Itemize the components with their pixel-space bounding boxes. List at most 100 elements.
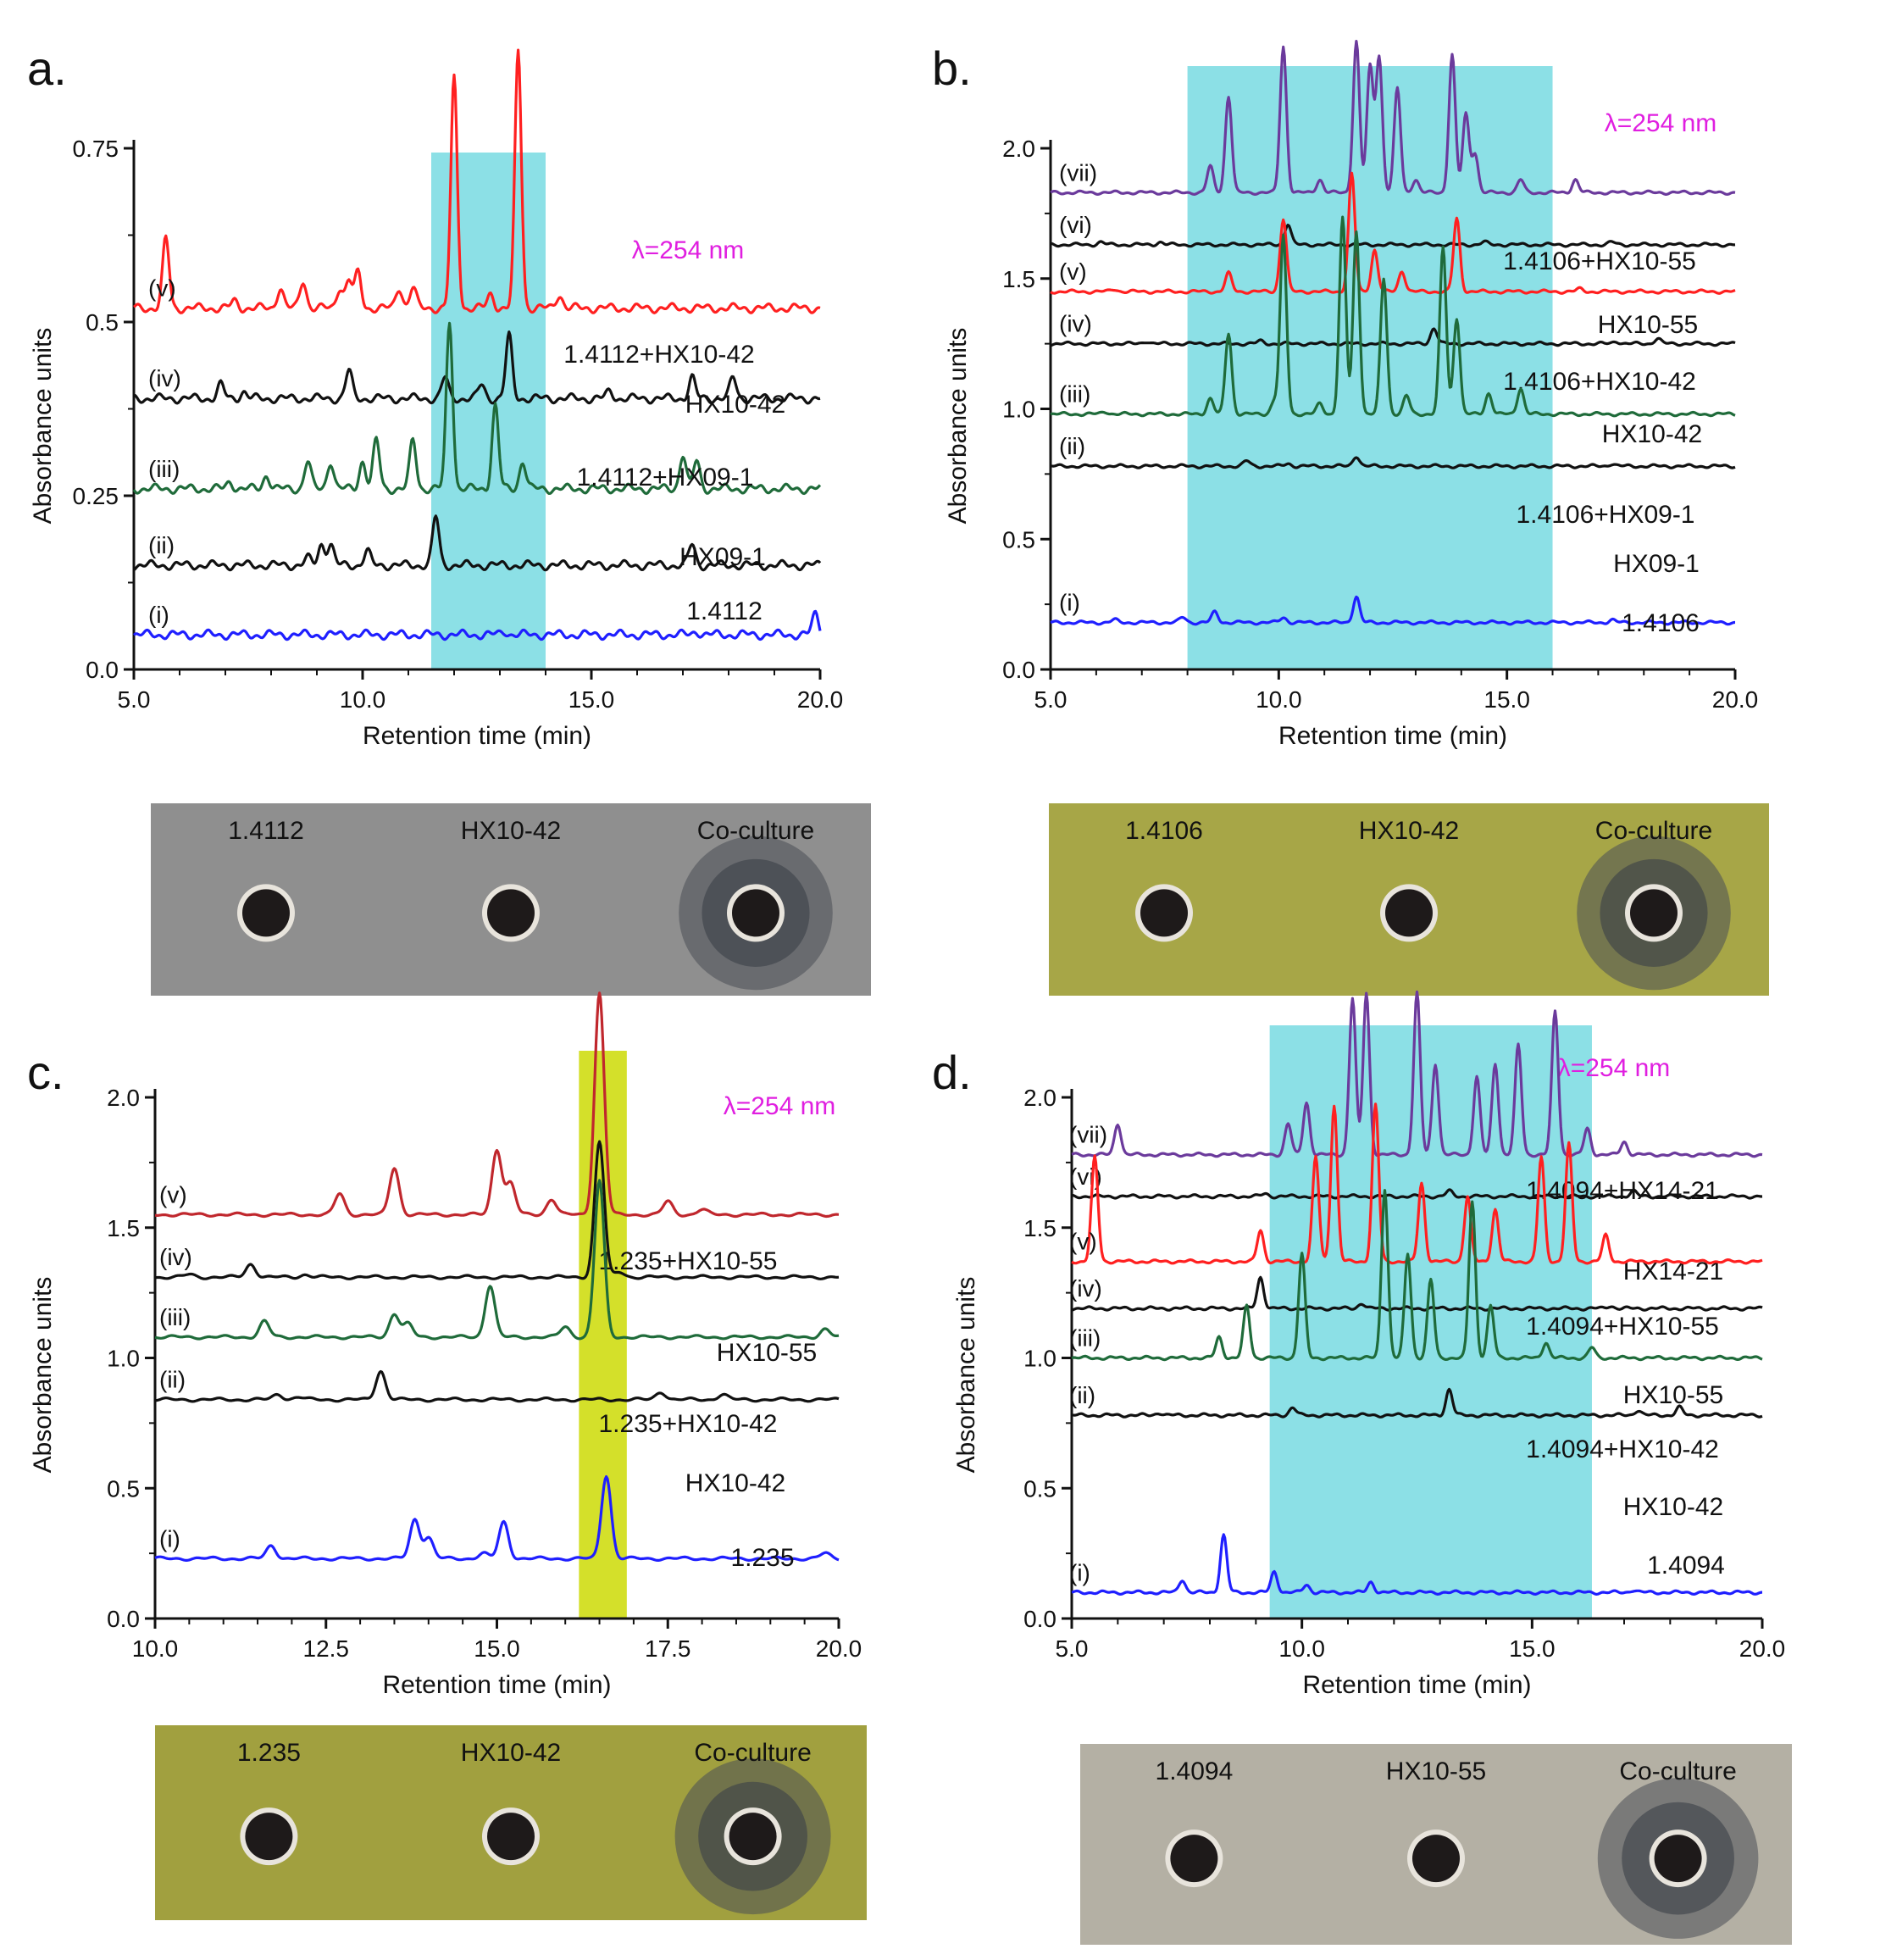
chart-panel-0: 0.0 0.25 0.5 0.75 5.0 10.0 15.0 20.0 Retention t… (27, 42, 843, 750)
x-tick-label: 20.0 (797, 686, 844, 713)
x-tick-label: 15.0 (474, 1635, 520, 1662)
well-hole (245, 1813, 293, 1861)
trace-line (1071, 1189, 1763, 1362)
trace-line (154, 1140, 840, 1280)
x-tick-label: 10.0 (132, 1635, 179, 1662)
trace-roman-numeral: (iii) (148, 456, 180, 482)
trace-roman-numeral: (iv) (1069, 1275, 1102, 1302)
x-axis-label: Retention time (min) (363, 722, 591, 750)
y-tick-label: 1.0 (107, 1346, 140, 1372)
trace-line (133, 514, 822, 572)
y-tick-label: 1.0 (1023, 1346, 1056, 1372)
trace-line (1050, 39, 1736, 196)
well-hole (242, 889, 290, 937)
x-tick-label: 5.0 (118, 686, 151, 713)
plate-photo-1: 1.4106 HX10-42 Co-culture (1049, 803, 1769, 996)
plate-well-label: Co-culture (1595, 817, 1712, 845)
x-axis-label: Retention time (min) (382, 1671, 611, 1699)
trace-label: 1.4106 (1622, 609, 1700, 637)
trace-label: HX10-55 (1623, 1381, 1723, 1409)
trace-line (132, 609, 822, 641)
trace-line (133, 330, 821, 405)
x-tick-label: 15.0 (1509, 1635, 1556, 1662)
x-tick-label: 10.0 (1278, 1635, 1325, 1662)
y-tick-label: 2.0 (1002, 136, 1035, 162)
well-hole (1140, 889, 1188, 937)
y-tick-label: 0.5 (1002, 526, 1035, 552)
y-tick-label: 1.5 (1002, 266, 1035, 292)
trace-label: 1.235+HX10-42 (599, 1410, 778, 1438)
y-axis-label: Absorbance units (29, 328, 57, 525)
trace-label: HX10-42 (1602, 420, 1702, 448)
trace-label: 1.4094 (1647, 1552, 1725, 1580)
trace-label: 1.4094+HX10-42 (1526, 1435, 1719, 1463)
trace-line (132, 321, 822, 496)
y-axis-label: Absorbance units (944, 328, 972, 525)
trace-line (1071, 1533, 1763, 1596)
trace-label: 1.4106+HX09-1 (1517, 501, 1695, 529)
well-hole (1385, 889, 1433, 937)
trace-roman-numeral: (v) (159, 1181, 187, 1208)
well-hole (487, 889, 535, 937)
trace-line (154, 991, 840, 1219)
trace-roman-numeral: (i) (159, 1525, 180, 1552)
x-tick-label: 5.0 (1034, 686, 1068, 713)
y-tick-label: 1.5 (107, 1215, 140, 1241)
well-hole (1170, 1835, 1218, 1883)
y-tick-label: 0.0 (107, 1606, 140, 1632)
trace-line (1071, 1102, 1763, 1265)
trace-label: HX10-42 (685, 391, 785, 419)
wavelength-label: λ=254 nm (1605, 109, 1717, 137)
panel-letter: c. (27, 1046, 64, 1099)
trace-roman-numeral: (vi) (1059, 212, 1092, 238)
plate-photo-0: 1.4112 HX10-42 Co-culture (151, 803, 871, 996)
panel-letter: d. (932, 1046, 972, 1099)
well-hole (487, 1813, 535, 1861)
chart-panel-2: 0.0 0.5 1.0 1.5 2.0 10.0 12.5 15.0 17.5 20.0 Reten… (27, 991, 862, 1699)
trace-roman-numeral: (i) (1069, 1559, 1090, 1585)
trace-roman-numeral: (ii) (1059, 433, 1085, 459)
trace-line (1050, 171, 1736, 295)
trace-line (154, 1369, 840, 1403)
trace-line (1071, 1387, 1763, 1419)
x-tick-label: 15.0 (568, 686, 615, 713)
panel-letter: a. (27, 42, 67, 95)
x-tick-label: 12.5 (303, 1635, 350, 1662)
plate-photo-2: 1.235 HX10-42 Co-culture (155, 1725, 867, 1920)
trace-line (1050, 327, 1736, 347)
trace-line (1071, 1188, 1763, 1200)
well-hole (732, 889, 779, 937)
trace-label: HX09-1 (679, 543, 766, 571)
trace-roman-numeral: (iii) (1059, 381, 1090, 408)
y-tick-label: 0.0 (1023, 1606, 1056, 1632)
trace-line (1050, 595, 1736, 626)
trace-label: 1.4112 (686, 597, 763, 625)
trace-line (1050, 215, 1736, 418)
wavelength-label: λ=254 nm (1558, 1054, 1671, 1082)
well-hole (1654, 1835, 1702, 1883)
trace-label: 1.235+HX10-55 (599, 1247, 778, 1275)
highlight-band (1187, 66, 1553, 669)
trace-line (1071, 990, 1763, 1158)
trace-roman-numeral: (i) (1059, 590, 1080, 616)
chart-panel-3: 0.0 0.5 1.0 1.5 2.0 5.0 10.0 15.0 20.0 Retention … (932, 990, 1786, 1699)
x-tick-label: 17.5 (645, 1635, 691, 1662)
chart-panel-1: 0.0 0.5 1.0 1.5 2.0 5.0 10.0 15.0 20.0 Retention … (932, 39, 1758, 750)
y-tick-label: 0.0 (1002, 657, 1035, 683)
trace-roman-numeral: (iv) (159, 1244, 192, 1270)
x-tick-label: 20.0 (1739, 1635, 1786, 1662)
trace-line (1071, 1275, 1763, 1312)
plate-well-label: HX10-42 (461, 1739, 561, 1767)
plate-well-label: HX10-42 (461, 817, 561, 845)
trace-label: HX10-42 (685, 1469, 785, 1497)
plate-well-label: HX10-55 (1386, 1757, 1486, 1785)
plate-well-label: Co-culture (694, 1739, 811, 1767)
trace-roman-numeral: (v) (148, 275, 176, 302)
y-axis-label: Absorbance units (29, 1277, 57, 1474)
y-tick-label: 0.75 (73, 136, 119, 162)
trace-label: 1.4094+HX14-21 (1526, 1177, 1719, 1205)
trace-label: 1.4112+HX10-42 (563, 341, 754, 369)
y-tick-label: 1.5 (1023, 1215, 1056, 1241)
y-axis-label: Absorbance units (952, 1277, 980, 1474)
